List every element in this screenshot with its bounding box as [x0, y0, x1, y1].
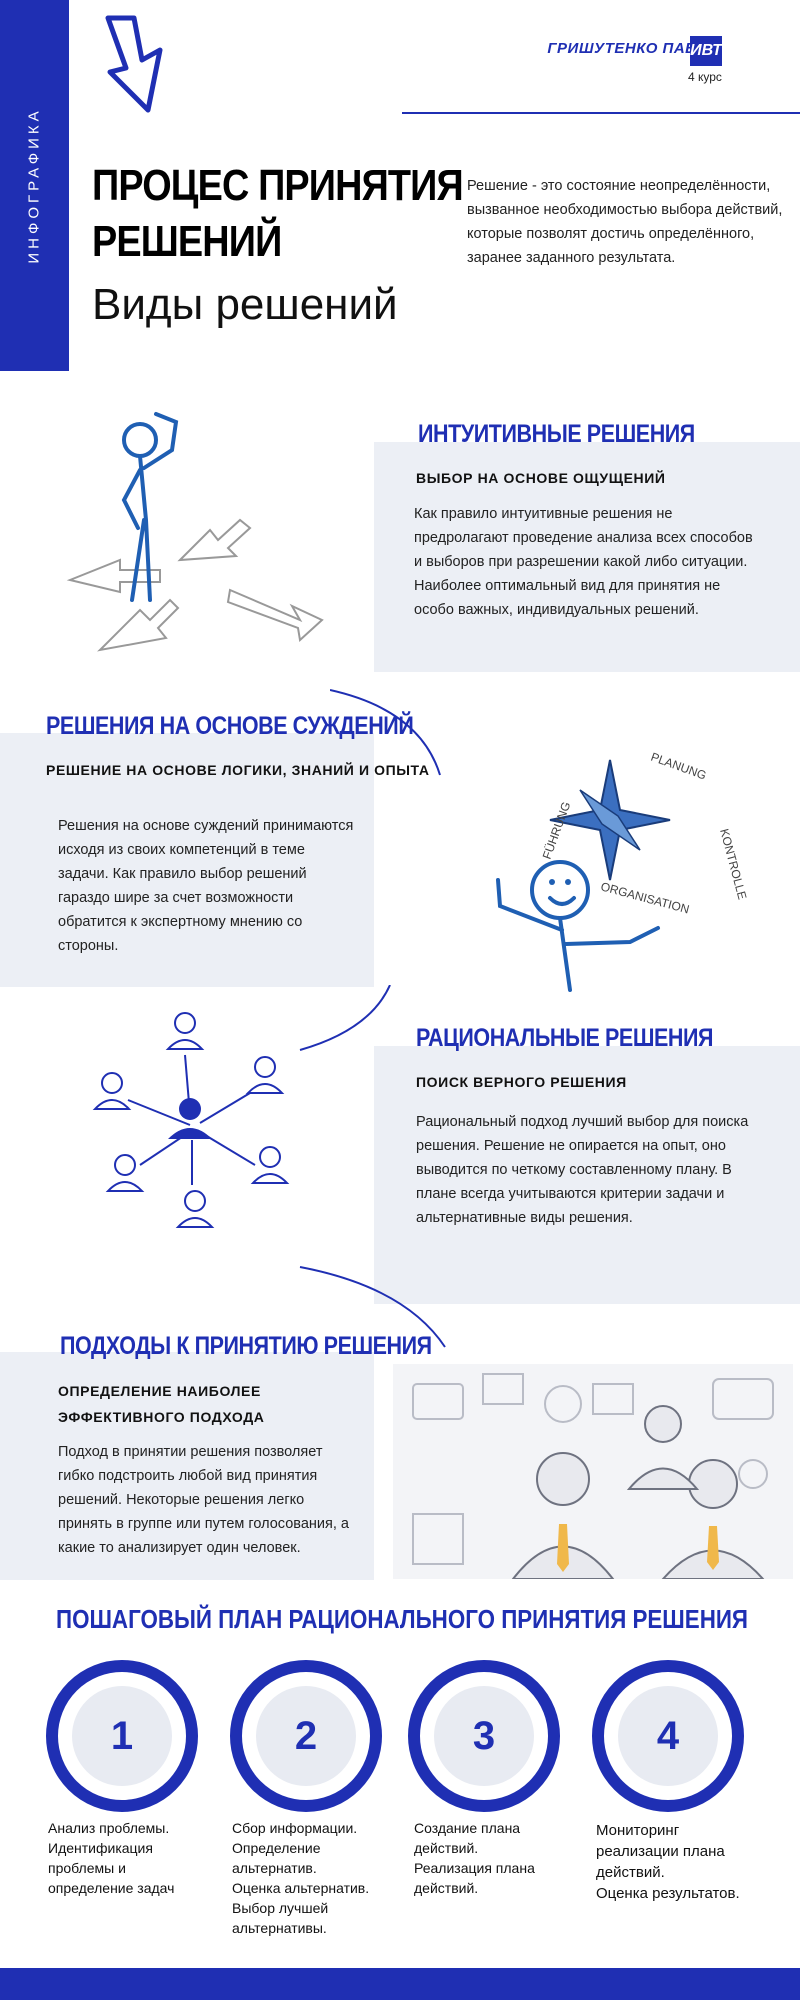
connector-curve	[299, 1266, 446, 1348]
rational-body: Рациональный подход лучший выбор для пои…	[416, 1114, 749, 1226]
crossroads-thinker-illustration	[66, 412, 324, 652]
step-2-text: Сбор информации. Определение альтернатив…	[232, 1820, 370, 1936]
center-person-head	[179, 1098, 201, 1120]
approaches-subtitle: ОПРЕДЕЛЕНИЕ НАИБОЛЕЕ ЭФФЕКТИВНОГО ПОДХОД…	[58, 1383, 265, 1425]
title-line-1: ПРОЦЕС ПРИНЯТИЯ	[92, 161, 464, 210]
title-line-2: РЕШЕНИЙ	[92, 217, 282, 266]
connector-curve	[299, 985, 391, 1051]
step-4-number: 4	[618, 1686, 718, 1786]
footer-band	[0, 1968, 800, 2000]
network-people-illustration	[92, 1012, 290, 1228]
compass-mascot-illustration: PLANUNG KONTROLLE ORGANISATION FÜHRUNG	[496, 750, 749, 992]
intuitive-panel	[374, 442, 800, 672]
sidebar-label: ИНФОГРАФИКА	[26, 107, 43, 264]
author-name: ГРИШУТЕНКО ПАВЕЛ	[547, 40, 718, 57]
mascot-eye-left	[549, 879, 555, 885]
rational-subtitle: ПОИСК ВЕРНОГО РЕШЕНИЯ	[416, 1074, 627, 1090]
rational-panel	[374, 1046, 800, 1304]
step-2-number: 2	[256, 1686, 356, 1786]
step-3-text: Создание плана действий. Реализация план…	[414, 1820, 535, 1896]
step-1-circle: 1	[46, 1660, 198, 1812]
connector-curve	[330, 689, 441, 776]
group-badge: ИВТ	[690, 36, 722, 66]
approaches-body: Подход в принятии решения позволяет гибк…	[58, 1444, 349, 1556]
compass-label-e: KONTROLLE	[717, 827, 749, 901]
page-subtitle: Виды решений	[92, 280, 398, 329]
judgement-panel	[0, 733, 374, 987]
step-3-circle: 3	[408, 1660, 560, 1812]
page-title: ПРОЦЕС ПРИНЯТИЯ РЕШЕНИЙ	[92, 158, 464, 270]
judgement-title: РЕШЕНИЯ НА ОСНОВЕ СУЖДЕНИЙ	[46, 712, 414, 740]
compass-label-n: PLANUNG	[649, 750, 708, 783]
definition-text: Решение - это состояние неопределённости…	[467, 178, 783, 266]
intuitive-title: ИНТУИТИВНЫЕ РЕШЕНИЯ	[418, 420, 695, 448]
judgement-subtitle: РЕШЕНИЕ НА ОСНОВЕ ЛОГИКИ, ЗНАНИЙ И ОПЫТА	[46, 762, 430, 778]
sidebar-band	[0, 0, 69, 371]
arrow-down-icon	[105, 15, 163, 113]
compass-label-w: FÜHRUNG	[540, 800, 574, 861]
course-label: 4 курс	[688, 70, 722, 84]
step-1-number: 1	[72, 1686, 172, 1786]
header-divider	[402, 112, 800, 114]
judgement-body: Решения на основе суждений принимаются и…	[58, 818, 354, 954]
mascot-eye-right	[565, 879, 571, 885]
intuitive-body: Как правило интуитивные решения не предр…	[414, 506, 753, 618]
plan-title: ПОШАГОВЫЙ ПЛАН РАЦИОНАЛЬНОГО ПРИНЯТИЯ РЕ…	[56, 1604, 748, 1634]
step-1-text: Анализ проблемы. Идентификация проблемы …	[48, 1820, 175, 1896]
business-people-illustration	[393, 1364, 793, 1579]
center-person-body	[168, 1128, 212, 1139]
approaches-panel	[0, 1352, 374, 1580]
compass-label-s: ORGANISATION	[599, 879, 691, 916]
step-3-number: 3	[434, 1686, 534, 1786]
step-2-circle: 2	[230, 1660, 382, 1812]
sidebar-label-wrap: ИНФОГРАФИКА	[0, 0, 69, 371]
step-4-circle: 4	[592, 1660, 744, 1812]
step-4-text: Мониторинг реализации плана действий. Оц…	[596, 1822, 740, 1902]
rational-title: РАЦИОНАЛЬНЫЕ РЕШЕНИЯ	[416, 1024, 714, 1052]
intuitive-subtitle: ВЫБОР НА ОСНОВЕ ОЩУЩЕНИЙ	[416, 470, 666, 486]
approaches-title: ПОДХОДЫ К ПРИНЯТИЮ РЕШЕНИЯ	[60, 1332, 432, 1360]
